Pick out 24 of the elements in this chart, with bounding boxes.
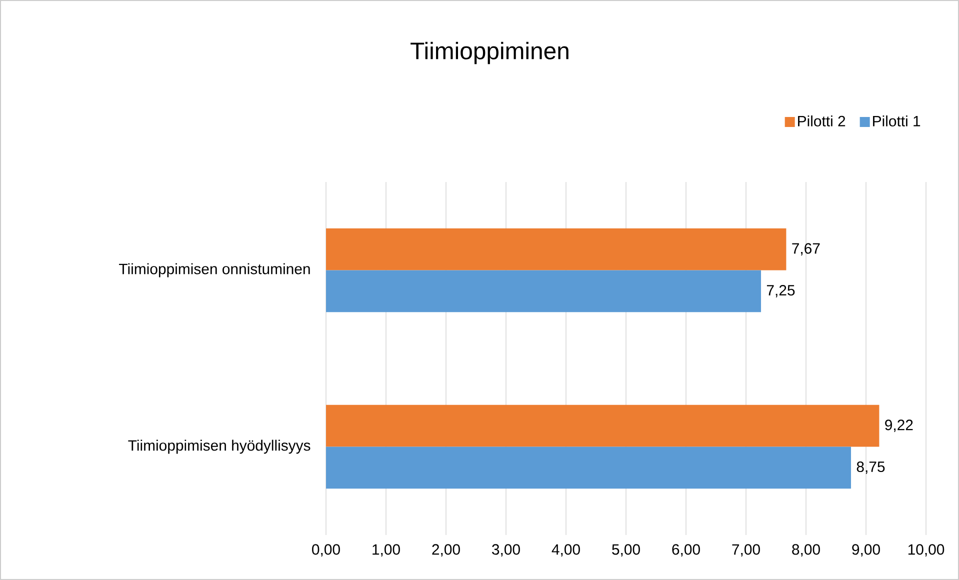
x-tick-label: 7,00 xyxy=(732,544,760,557)
bar xyxy=(326,446,852,489)
data-label: 8,75 xyxy=(856,461,885,474)
x-tick-label: 3,00 xyxy=(492,544,520,557)
chart-title: Tiimioppiminen xyxy=(410,42,568,64)
x-tick-label: 0,00 xyxy=(312,544,340,557)
x-tick-label: 1,00 xyxy=(372,544,400,557)
x-tick-label: 8,00 xyxy=(792,544,820,557)
x-tick-label: 6,00 xyxy=(672,544,700,557)
x-tick-label: 9,00 xyxy=(852,544,880,557)
bar xyxy=(326,404,880,447)
x-tick-label: 2,00 xyxy=(432,544,460,557)
x-tick-label: 4,00 xyxy=(552,544,580,557)
legend-label: Pilotti 2 xyxy=(798,115,846,126)
data-label: 9,22 xyxy=(885,420,913,432)
data-label: 7,25 xyxy=(766,284,795,298)
x-tick-label: 10,00 xyxy=(908,544,944,557)
y-tick-label: Tiimioppimisen onnistuminen xyxy=(119,263,310,278)
legend-label: Pilotti 1 xyxy=(873,115,920,126)
bar xyxy=(326,270,762,312)
data-label: 7,67 xyxy=(792,243,820,256)
x-tick-label: 5,00 xyxy=(612,544,640,557)
bar xyxy=(326,228,786,270)
y-tick-label: Tiimioppimisen hyödyllisyys xyxy=(128,440,310,454)
